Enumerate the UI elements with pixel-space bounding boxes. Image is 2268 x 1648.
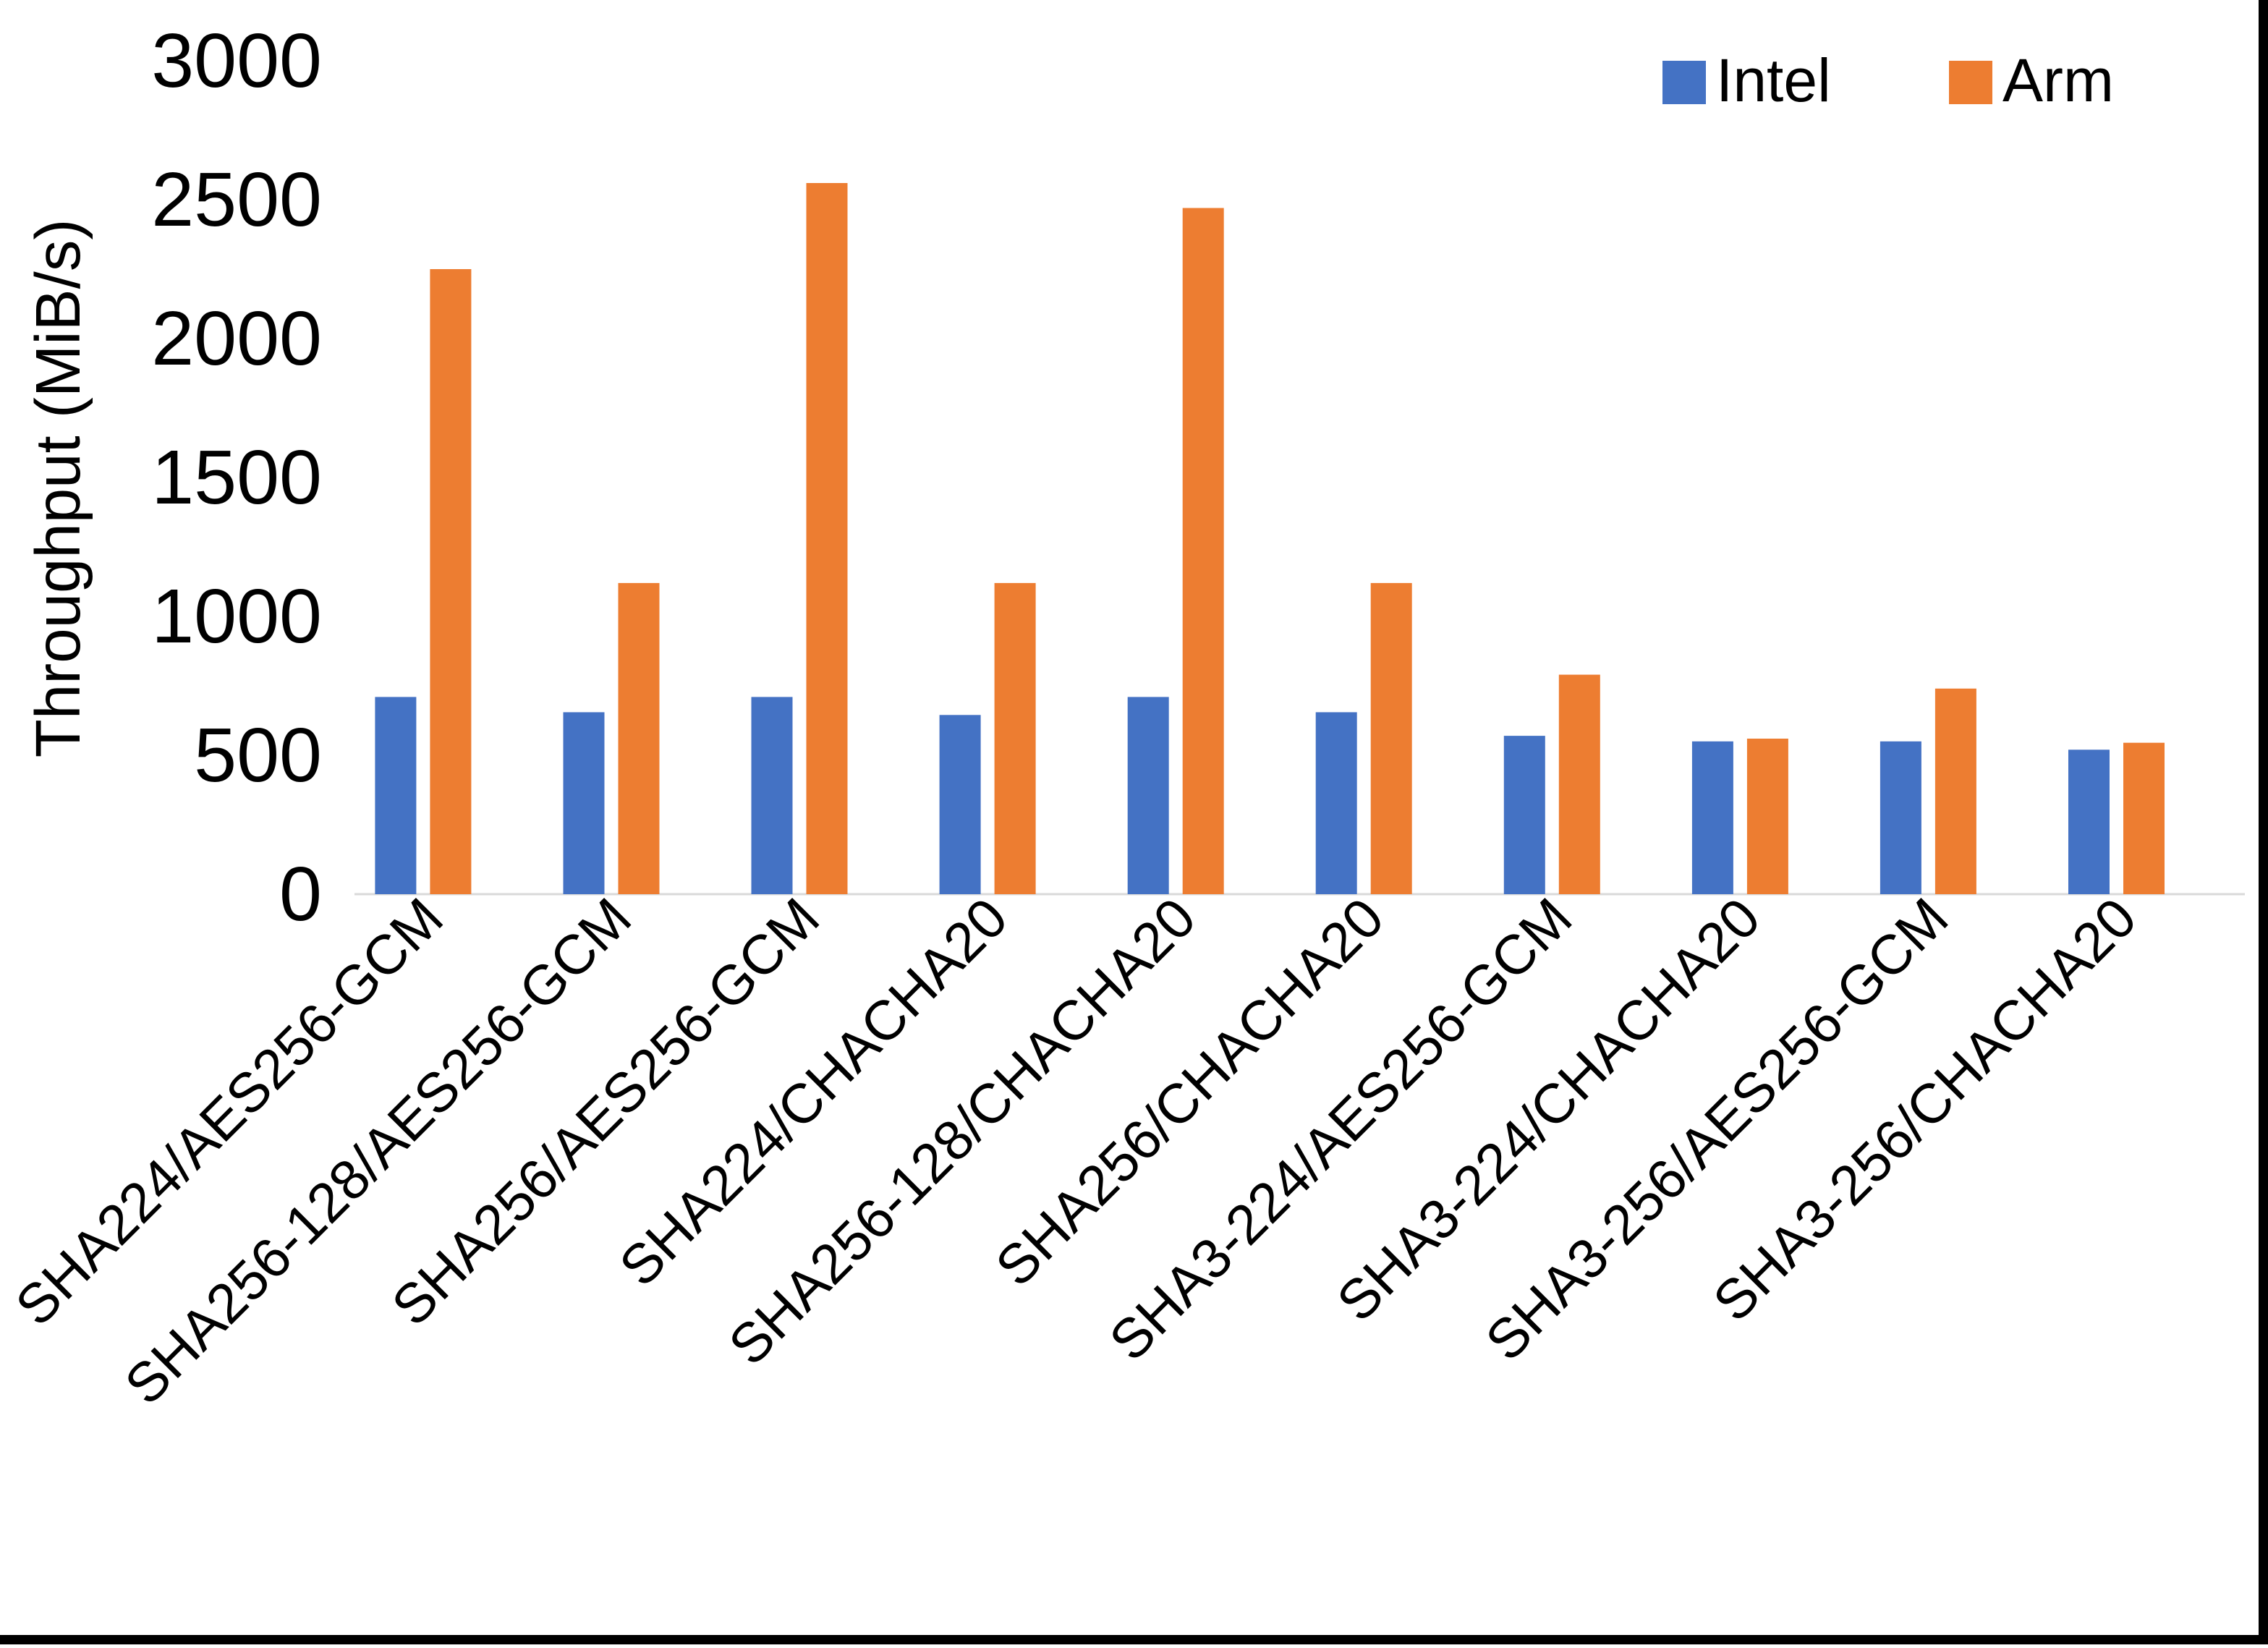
svg-text:500: 500 [194,713,322,798]
svg-text:2500: 2500 [151,157,322,242]
svg-text:Arm: Arm [2002,46,2114,114]
svg-text:1000: 1000 [151,574,322,659]
svg-text:3000: 3000 [151,18,322,103]
svg-text:0: 0 [279,851,322,937]
svg-text:Throughput (MiB/s): Throughput (MiB/s) [23,219,93,758]
svg-text:1500: 1500 [151,435,322,520]
svg-text:2000: 2000 [151,296,322,381]
svg-text:Intel: Intel [1716,46,1831,114]
